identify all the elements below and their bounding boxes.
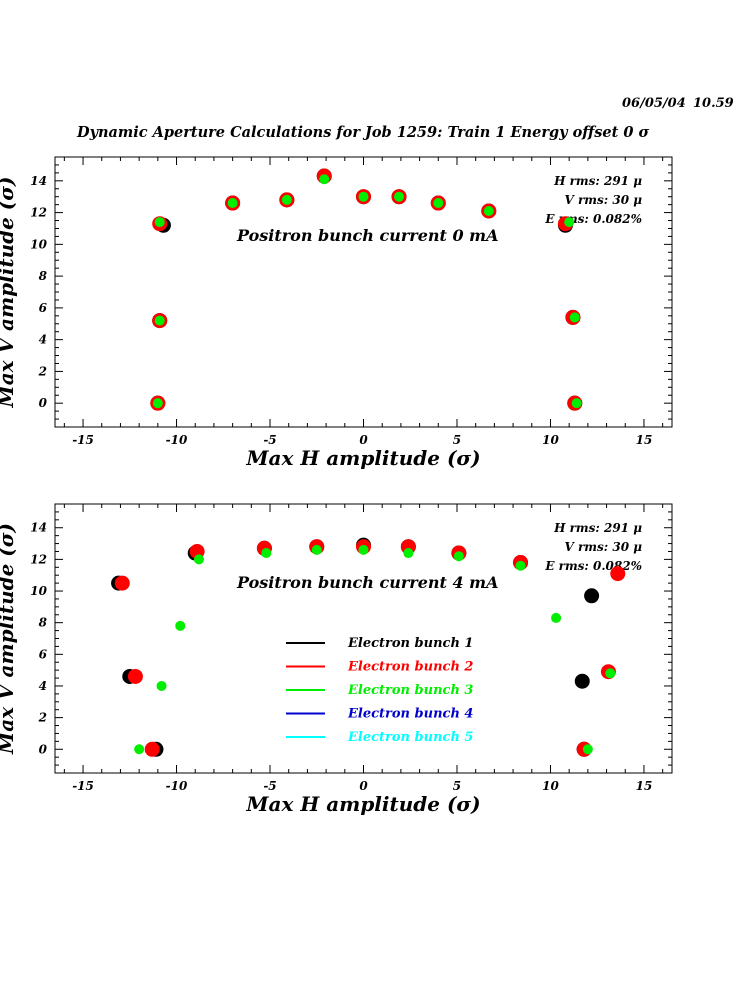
rms-stat: V rms: 30 μ <box>564 540 642 554</box>
x-tick-label: 5 <box>453 779 461 793</box>
y-tick-label: 14 <box>30 174 47 188</box>
current-annotation: Positron bunch current 4 mA <box>236 573 499 592</box>
y-tick-label: 6 <box>39 647 48 661</box>
y-tick-label: 2 <box>38 364 47 378</box>
data-point <box>433 198 444 209</box>
data-point <box>156 680 167 691</box>
data-point <box>582 744 593 755</box>
y-tick-label: 6 <box>39 301 48 315</box>
data-point <box>175 620 186 631</box>
y-tick-label: 10 <box>30 237 47 251</box>
legend-label: Electron bunch 1 <box>347 636 473 651</box>
plot-top: -15 -10 -5 0 5 10 15 0 2 4 6 8 10 12 14 Max H amplitude… <box>0 156 673 470</box>
y-tick-label: 4 <box>39 333 47 347</box>
x-tick-label: -15 <box>72 779 94 793</box>
data-point <box>114 575 130 591</box>
current-annotation: Positron bunch current 0 mA <box>236 226 499 245</box>
data-point <box>551 612 562 623</box>
page-title: Dynamic Aperture Calculations for Job 12… <box>76 124 650 141</box>
data-point <box>564 217 575 228</box>
y-tick-label: 2 <box>38 711 47 725</box>
data-point <box>610 566 626 582</box>
data-point <box>453 551 464 562</box>
data-point <box>515 560 526 571</box>
y-tick-label: 10 <box>30 584 47 598</box>
legend-label: Electron bunch 5 <box>347 730 473 745</box>
legend-label: Electron bunch 2 <box>347 660 473 675</box>
data-point <box>154 315 165 326</box>
plot-bottom: -15 -10 -5 0 5 10 15 0 2 4 6 8 10 12 14 Max H amplitude… <box>0 503 673 816</box>
y-tick-label: 12 <box>30 552 47 566</box>
rms-stat: E rms: 0.082% <box>544 559 642 573</box>
x-tick-label: -5 <box>263 779 276 793</box>
data-point <box>261 548 272 559</box>
y-tick-label: 12 <box>30 206 47 220</box>
x-tick-label: 15 <box>636 779 653 793</box>
data-point <box>311 544 322 555</box>
data-point <box>134 744 145 755</box>
rms-stat: H rms: 291 μ <box>553 521 642 535</box>
y-tick-label: 14 <box>30 521 47 535</box>
data-point <box>569 312 580 323</box>
data-point <box>358 191 369 202</box>
data-point <box>483 206 494 216</box>
y-axis-label: Max V amplitude (σ) <box>0 523 18 755</box>
x-tick-label: -10 <box>166 433 188 447</box>
data-point <box>605 668 616 679</box>
data-point <box>227 198 238 209</box>
x-axis-label: Max H amplitude (σ) <box>245 446 480 470</box>
data-point <box>144 741 160 757</box>
data-point <box>154 217 165 228</box>
legend-label: Electron bunch 4 <box>347 707 473 722</box>
x-axis-label: Max H amplitude (σ) <box>245 792 480 816</box>
data-point <box>127 668 143 684</box>
data-point <box>358 544 369 555</box>
rms-stat: H rms: 291 μ <box>553 174 642 188</box>
data-point <box>571 398 582 409</box>
y-axis-label: Max V amplitude (σ) <box>0 177 18 409</box>
x-tick-label: -10 <box>166 779 188 793</box>
x-tick-label: 0 <box>359 433 368 447</box>
x-tick-label: -5 <box>263 433 276 447</box>
header-time: 10.59 <box>693 96 734 111</box>
data-point <box>193 554 204 565</box>
data-point <box>403 548 414 559</box>
legend-label: Electron bunch 3 <box>347 683 473 698</box>
x-tick-label: 10 <box>542 779 559 793</box>
data-point <box>584 588 600 604</box>
x-tick-label: 10 <box>542 433 559 447</box>
y-tick-label: 0 <box>39 742 48 756</box>
data-point <box>394 191 405 202</box>
x-tick-label: 0 <box>359 779 368 793</box>
y-tick-label: 4 <box>39 679 47 693</box>
header-date: 06/05/04 <box>622 96 686 111</box>
x-tick-label: 5 <box>453 433 461 447</box>
data-point <box>281 194 292 205</box>
rms-stat: V rms: 30 μ <box>564 193 642 207</box>
data-point <box>152 398 163 409</box>
data-point <box>574 673 590 689</box>
y-tick-label: 0 <box>39 396 48 410</box>
data-point <box>319 174 330 185</box>
x-tick-label: 15 <box>636 433 653 447</box>
y-tick-label: 8 <box>39 616 48 630</box>
y-tick-label: 8 <box>39 269 48 283</box>
x-tick-label: -15 <box>72 433 94 447</box>
